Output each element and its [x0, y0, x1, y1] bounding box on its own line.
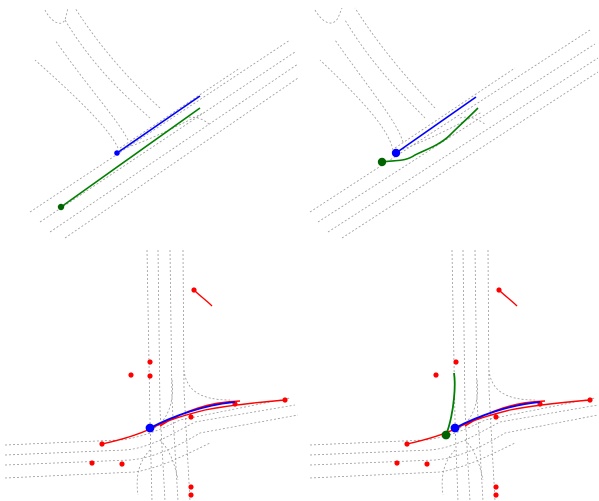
predicted-start-marker: [377, 157, 387, 167]
agent-tracks: [406, 289, 591, 445]
agent-marker: [147, 373, 153, 379]
ego-history-track: [114, 95, 201, 156]
lane-lines: [4, 250, 299, 501]
agent-marker: [89, 460, 95, 466]
agent-marker: [188, 414, 194, 420]
agent-marker: [128, 372, 134, 378]
ego-position-marker: [114, 150, 120, 156]
ego-position-marker: [391, 148, 401, 158]
predicted-trajectory: [441, 372, 456, 440]
scene-canvas-bottom-left: [4, 250, 299, 501]
agent-marker: [433, 372, 439, 378]
agent-markers: [394, 287, 593, 498]
lane-lines: [309, 7, 599, 239]
predicted-trajectory: [377, 107, 479, 167]
scene-canvas-top-left: [29, 7, 299, 239]
ground-truth-marker: [57, 203, 65, 211]
agent-track-secondary: [464, 400, 546, 427]
ego-history-line: [454, 401, 541, 429]
ego-history-line: [395, 96, 477, 154]
agent-track-main: [406, 399, 591, 445]
ego-history-line: [149, 401, 236, 429]
scene-canvas-bottom-right: [309, 250, 599, 501]
predicted-trajectory-line: [445, 372, 456, 436]
agent-track-secondary: [159, 400, 241, 427]
scene-panel-top-right: [300, 0, 599, 240]
ground-truth-line: [60, 107, 201, 208]
predicted-trajectory-line: [381, 107, 479, 163]
scene-panel-bottom-right: [300, 250, 599, 501]
agent-marker: [119, 461, 125, 467]
scene-panel-bottom-left: [0, 250, 300, 501]
ego-history-track: [391, 96, 477, 158]
agent-marker: [147, 359, 153, 365]
ego-history-line: [116, 95, 201, 154]
agent-marker: [453, 359, 459, 365]
agent-marker: [493, 492, 499, 498]
agent-marker: [282, 397, 288, 403]
agent-marker: [394, 460, 400, 466]
ego-history-track: [145, 401, 236, 433]
agent-marker: [191, 287, 197, 293]
agent-marker: [424, 461, 430, 467]
lane-lines: [29, 7, 299, 239]
agent-markers: [89, 287, 288, 498]
agent-track-top: [193, 289, 213, 307]
agent-marker: [404, 441, 410, 447]
ego-position-marker: [145, 423, 155, 433]
agent-marker: [188, 484, 194, 490]
scene-canvas-top-right: [309, 7, 599, 239]
agent-marker: [99, 441, 105, 447]
agent-track-main: [101, 399, 286, 445]
scene-panel-top-left: [0, 0, 300, 240]
agent-tracks: [101, 289, 286, 445]
agent-marker: [493, 484, 499, 490]
ego-history-track: [450, 401, 541, 433]
agent-marker: [493, 414, 499, 420]
agent-marker: [188, 492, 194, 498]
ego-position-marker: [450, 423, 460, 433]
agent-marker: [587, 397, 593, 403]
predicted-start-marker: [441, 430, 451, 440]
agent-marker: [496, 287, 502, 293]
ground-truth-track: [57, 107, 201, 211]
agent-track-top: [498, 289, 518, 307]
